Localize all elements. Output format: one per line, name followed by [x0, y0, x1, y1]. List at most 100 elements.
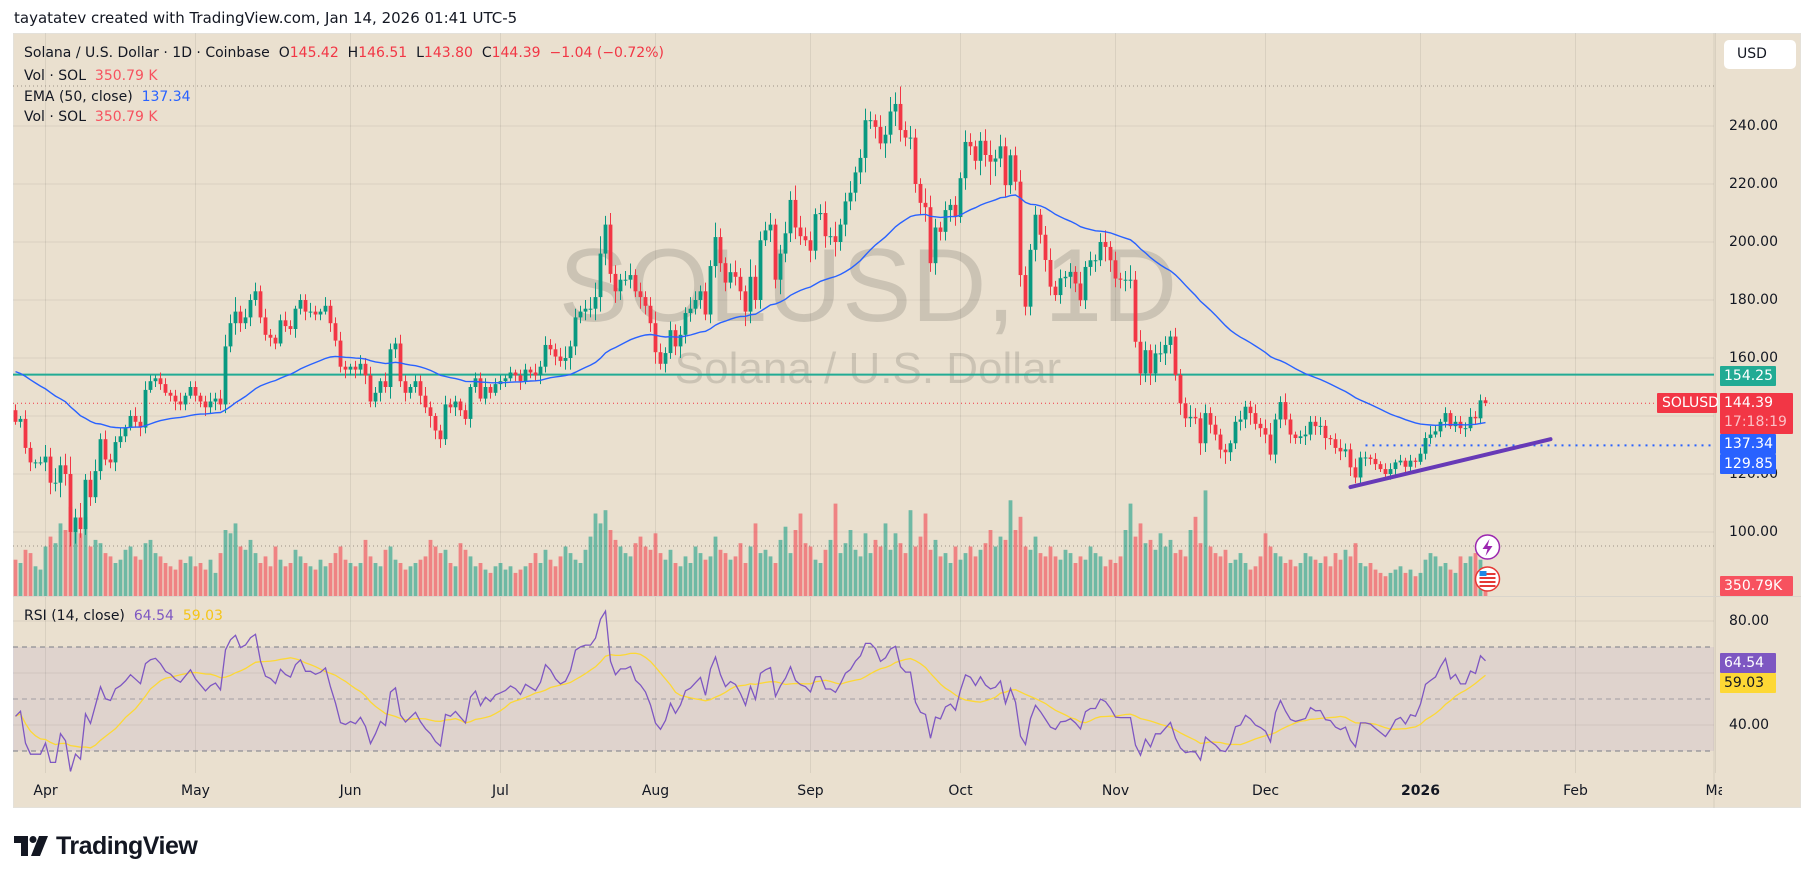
ema-value: 137.34 — [141, 89, 191, 105]
volume-bar — [1393, 569, 1398, 596]
volume-bar — [518, 569, 523, 596]
candle-body — [88, 479, 93, 498]
candle-body — [728, 272, 733, 283]
candle-body — [858, 157, 863, 173]
candle-body — [393, 343, 398, 350]
volume-bar — [913, 546, 918, 596]
volume-bar — [133, 556, 138, 596]
open-label: O — [278, 45, 290, 61]
volume-bar — [153, 553, 158, 596]
volume-bar — [373, 563, 378, 596]
candle-body — [1128, 279, 1133, 281]
volume-bar — [788, 553, 793, 596]
tradingview-logo[interactable]: TradingView — [14, 832, 198, 860]
volume-bar — [1468, 556, 1473, 596]
volume-bar — [178, 559, 183, 596]
candle-body — [673, 330, 678, 347]
volume-tag: 350.79K — [1720, 576, 1793, 596]
volume-bar — [23, 549, 28, 596]
volume-bar — [28, 553, 33, 596]
volume-bar — [328, 563, 333, 596]
volume-bar — [1313, 559, 1318, 596]
volume-bar — [918, 536, 923, 596]
volume-bar — [343, 559, 348, 596]
volume-bar — [98, 543, 103, 596]
volume-value: 350.79 K — [94, 68, 158, 84]
volume-bar — [653, 533, 658, 596]
candle-body — [808, 240, 813, 251]
candle-body — [658, 352, 663, 364]
volume-bar — [963, 553, 968, 596]
candle-body — [1368, 457, 1373, 459]
candle-body — [1358, 457, 1363, 478]
candle-body — [18, 418, 23, 422]
candle-body — [823, 213, 828, 237]
volume-bar — [1448, 569, 1453, 596]
candle-body — [1083, 266, 1088, 301]
candle-body — [723, 263, 728, 283]
volume-bar — [333, 553, 338, 596]
candle-body — [223, 346, 228, 405]
countdown-timer: 17:18:19 — [1724, 414, 1787, 431]
candle-body — [168, 392, 173, 396]
time-axis-label: Aug — [641, 783, 670, 799]
volume-bar — [138, 559, 143, 596]
candle-body — [1393, 462, 1398, 470]
candle-body — [358, 363, 363, 370]
volume-bar — [1403, 572, 1408, 596]
volume-bar — [128, 546, 133, 596]
chart-frame[interactable] — [13, 33, 1801, 808]
volume-bar — [948, 563, 953, 596]
volume-bar — [433, 546, 438, 596]
candle-body — [1203, 413, 1208, 444]
candle-body — [48, 456, 53, 483]
candle-body — [1198, 418, 1203, 444]
candle-body — [1333, 439, 1338, 448]
volume-bar — [1378, 572, 1383, 596]
volume-bar — [1018, 516, 1023, 596]
volume-bar — [1058, 559, 1063, 596]
candle-body — [903, 130, 908, 138]
volume-bar — [1098, 556, 1103, 596]
currency-button[interactable]: USD — [1724, 40, 1796, 69]
volume-bar — [603, 510, 608, 596]
volume-bar — [488, 572, 493, 596]
candle-body — [1433, 431, 1438, 435]
volume-bar — [1113, 563, 1118, 596]
ema-legend[interactable]: EMA (50, close) 137.34 — [24, 88, 191, 106]
volume-legend-2[interactable]: Vol · SOL 350.79 K — [24, 108, 158, 126]
price-axis-label: 100.00 — [1729, 524, 1778, 540]
rsi-legend[interactable]: RSI (14, close) 64.54 59.03 — [24, 607, 223, 625]
candle-body — [1143, 350, 1148, 374]
candle-body — [718, 237, 723, 264]
volume-bar — [478, 563, 483, 596]
volume-bar — [1423, 559, 1428, 596]
volume-legend[interactable]: Vol · SOL 350.79 K — [24, 67, 158, 85]
volume-bar — [1323, 556, 1328, 596]
volume-bar — [183, 563, 188, 596]
volume-bar — [988, 530, 993, 596]
candle-body — [873, 120, 878, 127]
volume-bar — [413, 563, 418, 596]
open-value: 145.42 — [289, 45, 339, 61]
rsi-axis-label: 80.00 — [1729, 613, 1770, 629]
volume-bar — [753, 523, 758, 596]
candle-body — [1038, 214, 1043, 235]
candle-body — [253, 291, 258, 300]
candle-body — [748, 276, 753, 312]
candle-body — [1073, 271, 1078, 284]
volume-bar — [808, 546, 813, 596]
volume-bar — [1138, 523, 1143, 596]
candle-body — [538, 366, 543, 376]
candle-body — [213, 398, 218, 402]
close-value: 144.39 — [491, 45, 541, 61]
volume-bar — [893, 533, 898, 596]
volume-bar — [298, 556, 303, 596]
candle-body — [1133, 279, 1138, 342]
symbol-tag: SOLUSD — [1657, 393, 1719, 414]
candle-body — [243, 317, 248, 324]
volume-bar — [1163, 546, 1168, 596]
symbol-legend[interactable]: Solana / U.S. Dollar · 1D · Coinbase O14… — [24, 44, 664, 62]
volume-bar — [778, 539, 783, 596]
